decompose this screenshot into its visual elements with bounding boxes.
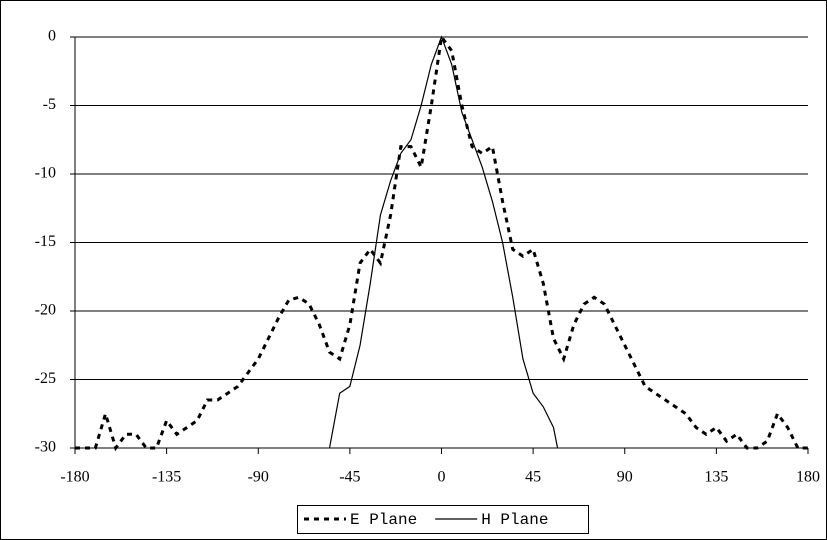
series-line — [328, 35, 559, 449]
x-tick-label: -90 — [248, 469, 269, 486]
x-tick-label: 135 — [704, 469, 728, 486]
y-tick-label: -20 — [35, 302, 56, 319]
legend-label: H Plane — [481, 511, 548, 529]
y-tick-label: -30 — [35, 439, 56, 456]
y-tick-label: -25 — [35, 370, 56, 387]
x-tick-label: 90 — [617, 469, 633, 486]
x-tick-label: -45 — [339, 469, 360, 486]
y-tick-label: 0 — [48, 28, 56, 45]
y-tick-label: -5 — [43, 96, 56, 113]
y-tick-label: -10 — [35, 165, 56, 182]
x-tick-label: 45 — [525, 469, 541, 486]
y-tick-label: -15 — [35, 233, 56, 250]
legend-label: E Plane — [350, 511, 417, 529]
x-tick-label: 180 — [796, 469, 820, 486]
x-tick-label: -180 — [60, 469, 89, 486]
x-tick-label: 0 — [438, 469, 446, 486]
x-tick-label: -135 — [152, 469, 181, 486]
